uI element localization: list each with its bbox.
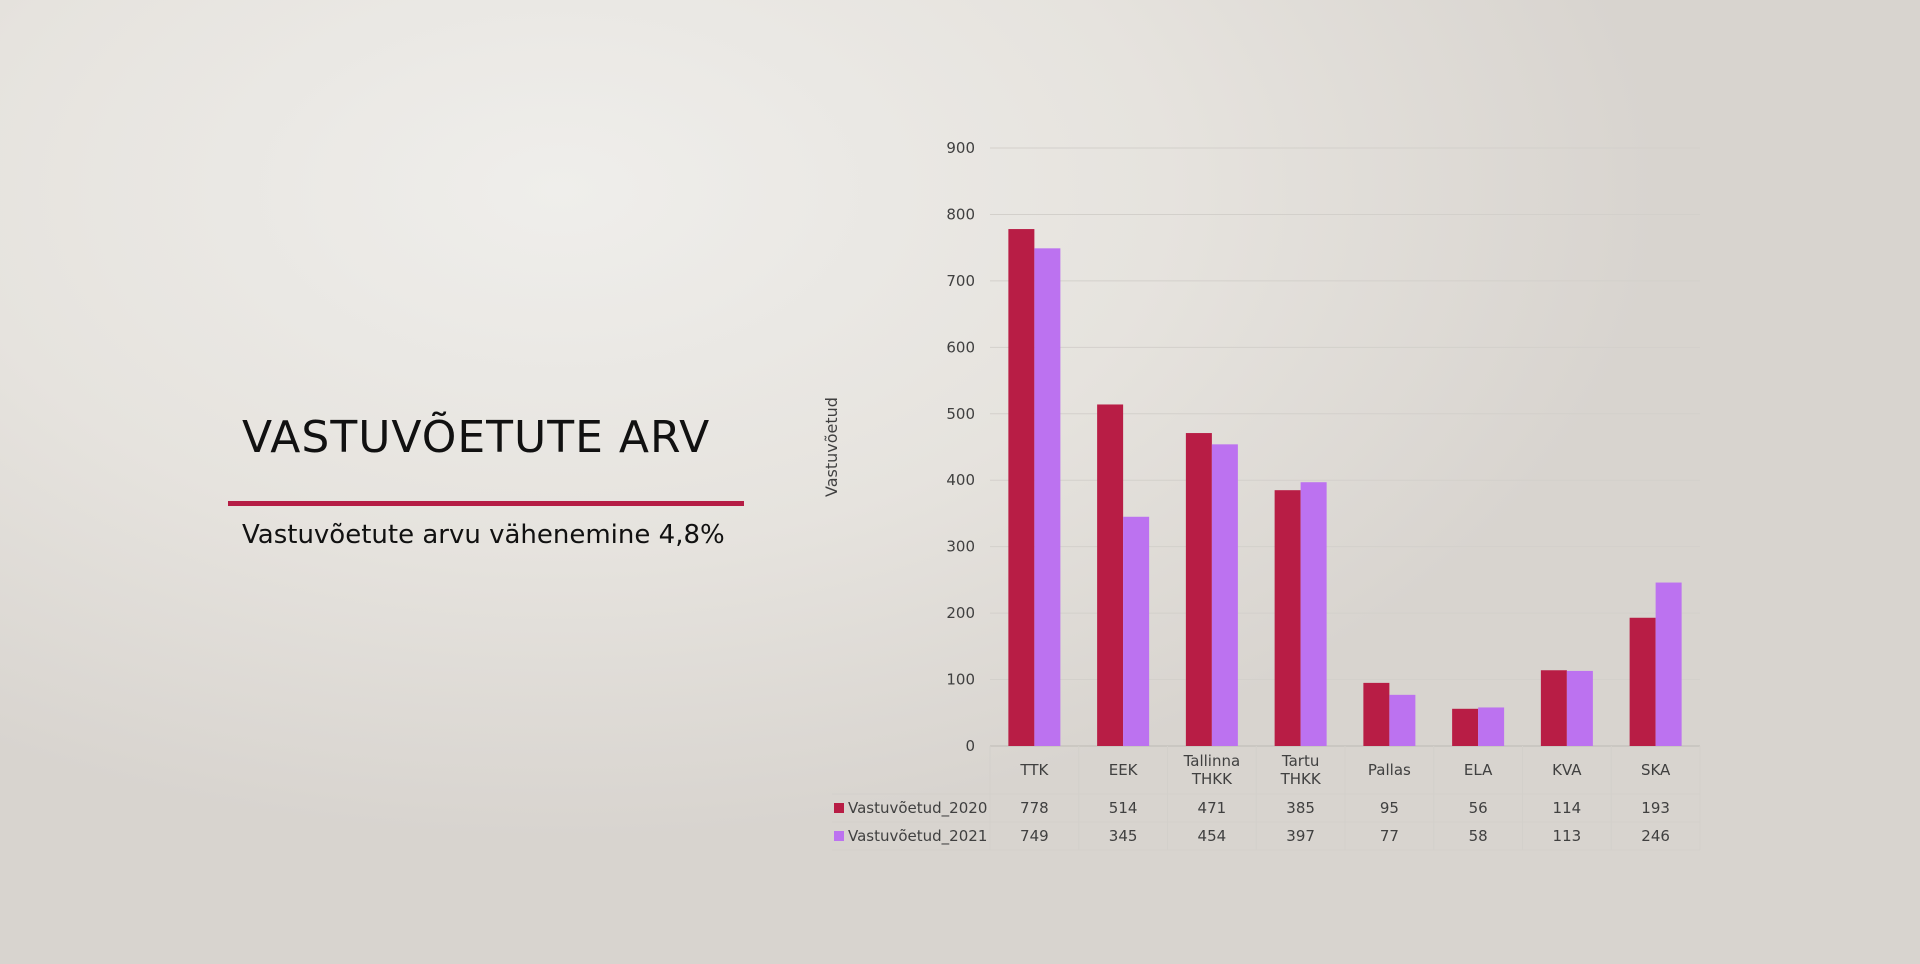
category-label: SKA — [1641, 761, 1671, 779]
y-tick-label: 700 — [946, 272, 975, 290]
y-tick-label: 300 — [946, 538, 975, 556]
data-label: 385 — [1286, 799, 1315, 817]
data-label: 345 — [1109, 827, 1138, 845]
bar-1-3 — [1274, 490, 1301, 746]
y-axis-title: Vastuvõetud — [822, 397, 841, 497]
bar-1-0 — [1008, 229, 1035, 746]
data-label: 95 — [1380, 799, 1399, 817]
bar-1-5 — [1452, 708, 1479, 746]
data-label: 193 — [1641, 799, 1670, 817]
category-label: Tartu THKK — [1280, 752, 1322, 788]
y-tick-label: 200 — [946, 604, 975, 622]
bar-2-6 — [1566, 670, 1593, 746]
bar-1-6 — [1540, 670, 1567, 746]
slide-title: VASTUVÕETUTE ARV — [242, 412, 711, 463]
y-tick-label: 500 — [946, 405, 975, 423]
data-label: 113 — [1553, 827, 1582, 845]
bar-2-4 — [1389, 694, 1416, 746]
data-label: 246 — [1641, 827, 1670, 845]
category-label: EEK — [1109, 761, 1139, 779]
slide-subtitle: Vastuvõetute arvu vähenemine 4,8% — [242, 520, 725, 550]
data-label: 114 — [1553, 799, 1582, 817]
data-label: 56 — [1469, 799, 1488, 817]
data-label: 471 — [1198, 799, 1227, 817]
bars — [1008, 229, 1682, 746]
bar-2-1 — [1123, 516, 1150, 746]
bar-1-4 — [1363, 682, 1390, 746]
bar-2-3 — [1300, 482, 1327, 746]
gridlines — [990, 147, 1700, 747]
data-label: 454 — [1198, 827, 1227, 845]
y-tick-label: 600 — [946, 338, 975, 356]
data-label: 77 — [1380, 827, 1399, 845]
category-label: TTK — [1019, 761, 1049, 779]
data-label: 749 — [1020, 827, 1049, 845]
data-label: 514 — [1109, 799, 1138, 817]
y-tick-label: 0 — [965, 737, 975, 755]
data-label: 778 — [1020, 799, 1049, 817]
data-label: 58 — [1469, 827, 1488, 845]
legend-swatch — [834, 831, 844, 841]
category-label: Tallinna THKK — [1183, 752, 1241, 788]
category-label: Pallas — [1368, 761, 1411, 779]
bar-1-2 — [1185, 433, 1212, 746]
bar-2-0 — [1034, 248, 1061, 746]
category-label: KVA — [1552, 761, 1582, 779]
y-tick-label: 400 — [946, 471, 975, 489]
y-tick-label: 800 — [946, 205, 975, 223]
y-tick-label: 900 — [946, 139, 975, 157]
y-tick-label: 100 — [946, 671, 975, 689]
bar-1-7 — [1629, 617, 1656, 746]
title-underline — [228, 501, 744, 506]
data-table: TTK EEK Tallinna THKK Tartu THKK Pallas ELA KVA S… — [832, 746, 1701, 851]
bar-2-5 — [1478, 707, 1505, 746]
bar-2-7 — [1655, 582, 1682, 746]
legend-label: Vastuvõetud_2021 — [848, 827, 987, 846]
legend-swatch — [834, 803, 844, 813]
bar-1-1 — [1097, 404, 1124, 746]
bar-2-2 — [1211, 444, 1238, 746]
data-label: 397 — [1286, 827, 1315, 845]
legend-label: Vastuvõetud_2020 — [848, 799, 987, 818]
y-axis-ticks: 0 100 200 300 400 500 600 700 800 900 — [946, 139, 975, 755]
category-label: ELA — [1464, 761, 1493, 779]
